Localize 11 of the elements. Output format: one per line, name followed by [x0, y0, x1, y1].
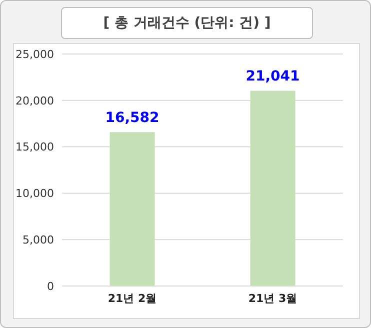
- y-tick-label: 5,000: [22, 234, 54, 247]
- data-label: 16,582: [105, 110, 160, 126]
- y-tick-label: 10,000: [16, 187, 54, 200]
- y-tick-label: 15,000: [16, 140, 54, 154]
- y-tick-label: 20,000: [16, 94, 54, 108]
- chart-title: [ 총 거래건수 (단위: 건) ]: [61, 7, 313, 39]
- x-tick-label: 21년 3월: [248, 292, 298, 305]
- y-tick-label: 25,000: [16, 48, 54, 61]
- x-tick-label: 21년 2월: [108, 292, 157, 305]
- data-label: 21,041: [246, 68, 300, 85]
- y-tick-label: 0: [47, 280, 54, 293]
